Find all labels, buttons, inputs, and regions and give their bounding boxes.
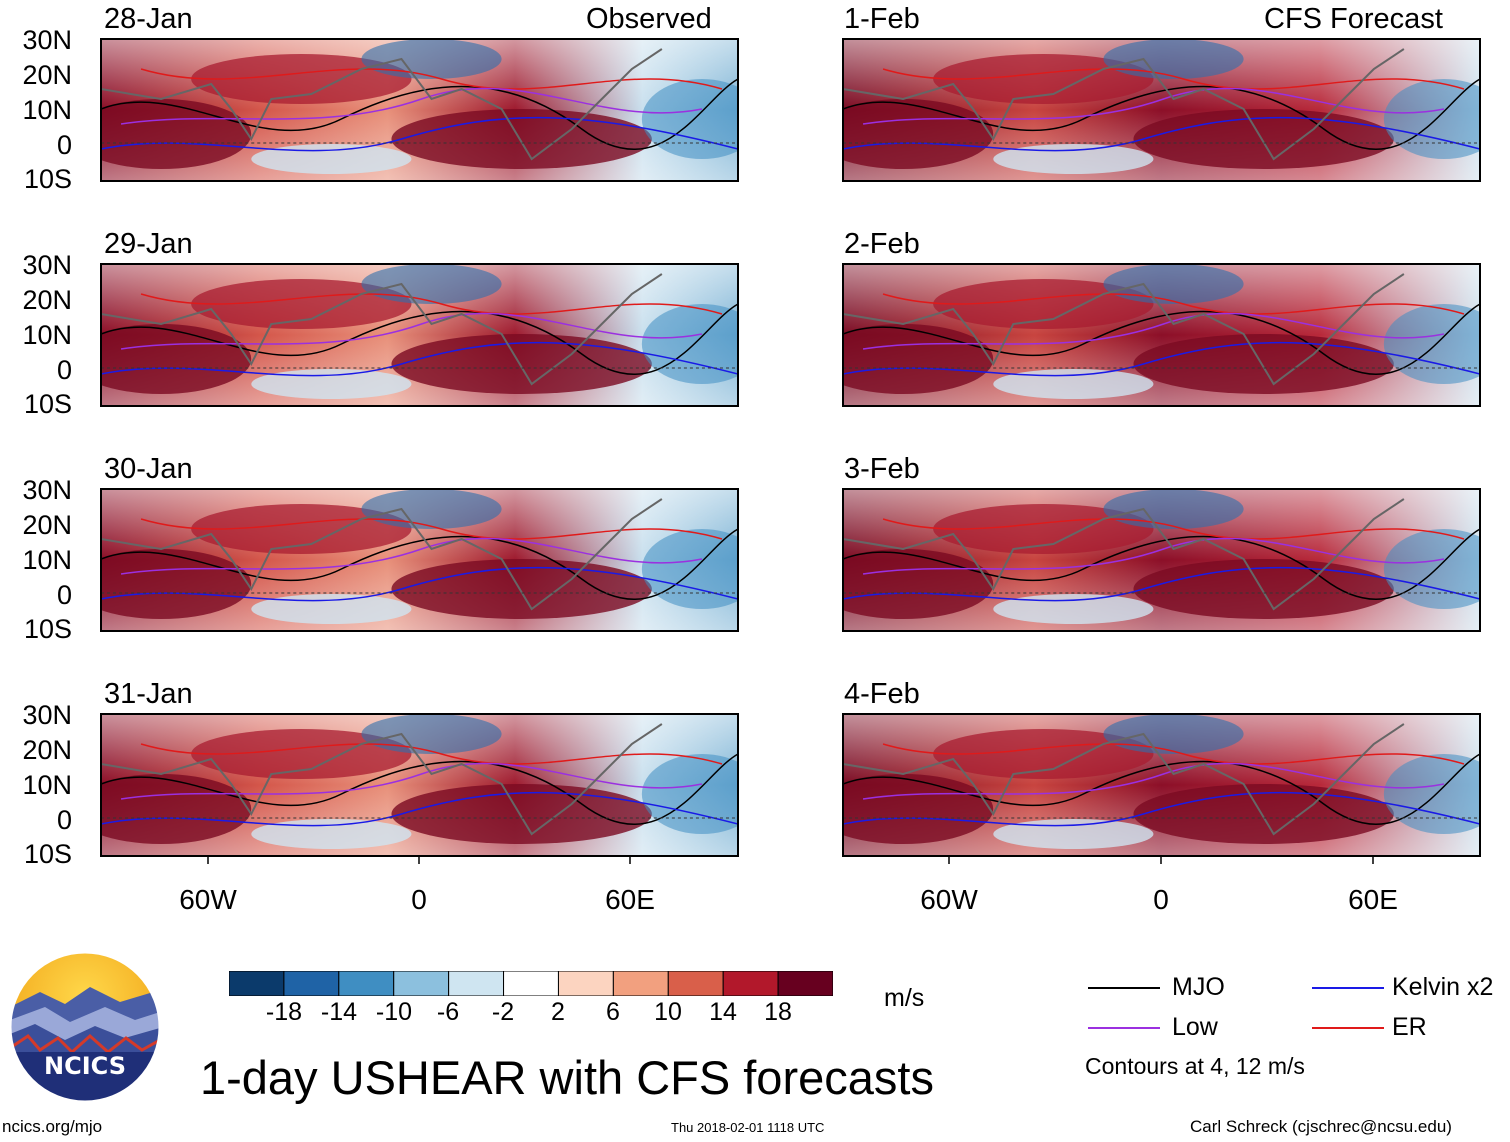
map-panel-forecast [842, 488, 1481, 632]
lat-label: 10N [22, 770, 72, 800]
legend-swatch-kelvin [1312, 987, 1384, 989]
colorbar-swatch [612, 971, 669, 996]
lon-label: 60E [1348, 884, 1398, 915]
colorbar-swatch [393, 971, 450, 996]
panel-date-label: 2-Feb [844, 228, 920, 260]
observed-header: Observed [586, 3, 712, 35]
lon-label: 60E [605, 884, 655, 915]
footer-url[interactable]: ncics.org/mjo [2, 1117, 103, 1136]
lat-label: 30N [22, 700, 72, 730]
footer-timestamp: Thu 2018-02-01 1118 UTC [671, 1120, 825, 1135]
map-panel-observed [100, 488, 739, 632]
map-panels [100, 38, 1481, 864]
colorbar-swatch [722, 971, 779, 996]
colorbar-units: m/s [884, 984, 925, 1012]
axis-ticks [207, 856, 1374, 864]
lat-label: 0 [56, 805, 72, 835]
lat-label: 0 [56, 355, 72, 385]
lon-label: 60W [920, 884, 978, 915]
colorbar-tick: 10 [654, 998, 682, 1026]
panel-date-label: 31-Jan [104, 678, 193, 710]
lat-label: 10N [22, 95, 72, 125]
lat-label: 10S [23, 839, 72, 869]
lat-label: 0 [56, 130, 72, 160]
colorbar-swatch [667, 971, 724, 996]
colorbar-tick: 14 [709, 998, 737, 1026]
lat-label: 20N [22, 735, 72, 765]
map-panel-forecast [842, 263, 1481, 407]
lat-label: 30N [22, 475, 72, 505]
lat-label: 0 [56, 580, 72, 610]
panel-date-label: 28-Jan [104, 3, 193, 35]
panel-date-label: 3-Feb [844, 453, 920, 485]
panel-date-label: 4-Feb [844, 678, 920, 710]
lat-label: 10S [23, 164, 72, 194]
legend-swatch-low [1088, 1027, 1160, 1029]
lat-label: 20N [22, 285, 72, 315]
contour-note: Contours at 4, 12 m/s [1085, 1053, 1305, 1079]
legend-label-er: ER [1392, 1013, 1427, 1041]
legend-label-mjo: MJO [1172, 973, 1225, 1001]
lat-label: 10N [22, 545, 72, 575]
colorbar-swatch [448, 971, 505, 996]
colorbar-tick: 2 [551, 998, 565, 1026]
colorbar-tick: -6 [436, 998, 460, 1026]
lat-label: 30N [22, 250, 72, 280]
colorbar-swatch [283, 971, 340, 996]
colorbar-tick: -14 [320, 998, 358, 1026]
lat-label: 20N [22, 60, 72, 90]
legend-label-kelvin: Kelvin x2 [1392, 973, 1494, 1001]
colorbar [229, 971, 833, 996]
panel-date-label: 29-Jan [104, 228, 193, 260]
lat-label: 20N [22, 510, 72, 540]
panel-date-label: 1-Feb [844, 3, 920, 35]
colorbar-tick: 6 [606, 998, 620, 1026]
legend-label-low: Low [1172, 1013, 1218, 1041]
lat-label: 10S [23, 614, 72, 644]
colorbar-tick: 18 [764, 998, 792, 1026]
colorbar-swatch [503, 971, 559, 996]
lat-label: 30N [22, 25, 72, 55]
map-panel-observed [100, 38, 739, 182]
map-panel-observed [100, 713, 739, 857]
lon-label: 60W [179, 884, 237, 915]
page-title: 1-day USHEAR with CFS forecasts [200, 1051, 934, 1104]
colorbar-swatch [229, 971, 285, 996]
colorbar-tick: -2 [491, 998, 515, 1026]
lat-label: 10S [23, 389, 72, 419]
colorbar-swatch [557, 971, 614, 996]
lat-label: 10N [22, 320, 72, 350]
lon-label: 0 [411, 884, 427, 915]
map-panel-observed [100, 263, 739, 407]
cfs-forecast-header: CFS Forecast [1264, 3, 1443, 35]
lon-label: 0 [1153, 884, 1169, 915]
logo-text: NCICS [44, 1052, 126, 1080]
map-panel-forecast [842, 713, 1481, 857]
colorbar-tick: -10 [375, 998, 413, 1026]
legend-swatch-mjo [1088, 987, 1160, 989]
colorbar-swatch [777, 971, 833, 996]
map-panel-forecast [842, 38, 1481, 182]
colorbar-swatch [338, 971, 395, 996]
panel-date-label: 30-Jan [104, 453, 193, 485]
ncics-logo [10, 952, 160, 1102]
legend-swatch-er [1312, 1027, 1384, 1029]
colorbar-tick: -18 [265, 998, 303, 1026]
footer-credit: Carl Schreck (cjschrec@ncsu.edu) [1190, 1117, 1452, 1136]
